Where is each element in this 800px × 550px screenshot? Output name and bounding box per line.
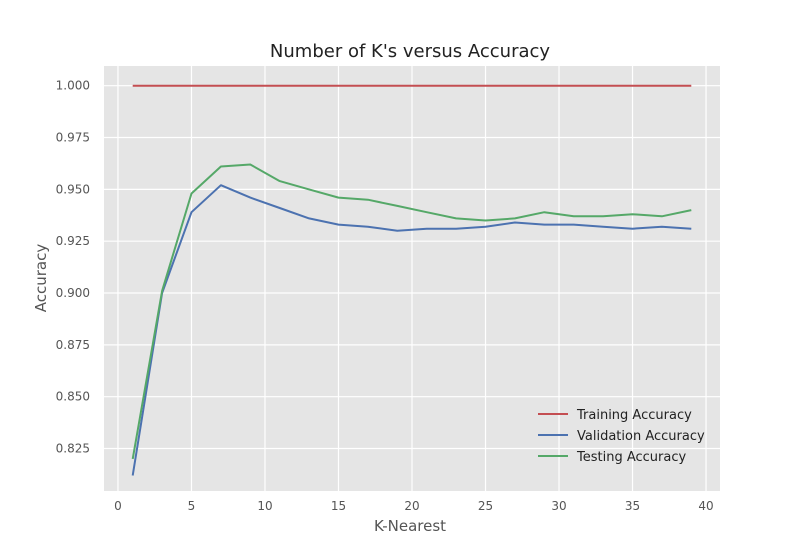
y-tick-label: 1.000 (56, 79, 90, 93)
y-tick-label: 0.900 (56, 286, 90, 300)
x-tick-label: 25 (478, 499, 493, 513)
x-tick-label: 30 (551, 499, 566, 513)
x-tick-label: 0 (114, 499, 122, 513)
legend-label-validation-accuracy: Validation Accuracy (577, 429, 705, 444)
x-tick-label: 10 (257, 499, 272, 513)
y-tick-label: 0.925 (56, 234, 90, 248)
legend: Training Accuracy Validation Accuracy Test… (538, 408, 705, 465)
testing-accuracy-line (131, 163, 692, 460)
y-tick-label: 0.950 (56, 182, 90, 196)
x-tick-label: 20 (404, 499, 419, 513)
x-tick-label: 40 (698, 499, 713, 513)
grid (104, 66, 720, 491)
x-axis-ticks: 0 5 10 15 20 25 30 35 40 (114, 499, 714, 513)
y-axis-label: Accuracy (32, 244, 50, 313)
x-axis-label: K-Nearest (374, 517, 446, 535)
series-lines (131, 84, 692, 476)
validation-accuracy-line (131, 184, 692, 476)
x-tick-label: 5 (188, 499, 196, 513)
legend-label-training-accuracy: Training Accuracy (576, 408, 692, 423)
y-tick-label: 0.850 (56, 390, 90, 404)
chart-title: Number of K's versus Accuracy (270, 41, 550, 62)
x-tick-label: 15 (331, 499, 346, 513)
y-axis-ticks: 0.825 0.850 0.875 0.900 0.925 0.950 0.975 1.000 (56, 79, 90, 456)
y-tick-label: 0.875 (56, 338, 90, 352)
y-tick-label: 0.975 (56, 131, 90, 145)
y-tick-label: 0.825 (56, 442, 90, 456)
x-tick-label: 35 (625, 499, 640, 513)
legend-label-testing-accuracy: Testing Accuracy (576, 450, 686, 465)
